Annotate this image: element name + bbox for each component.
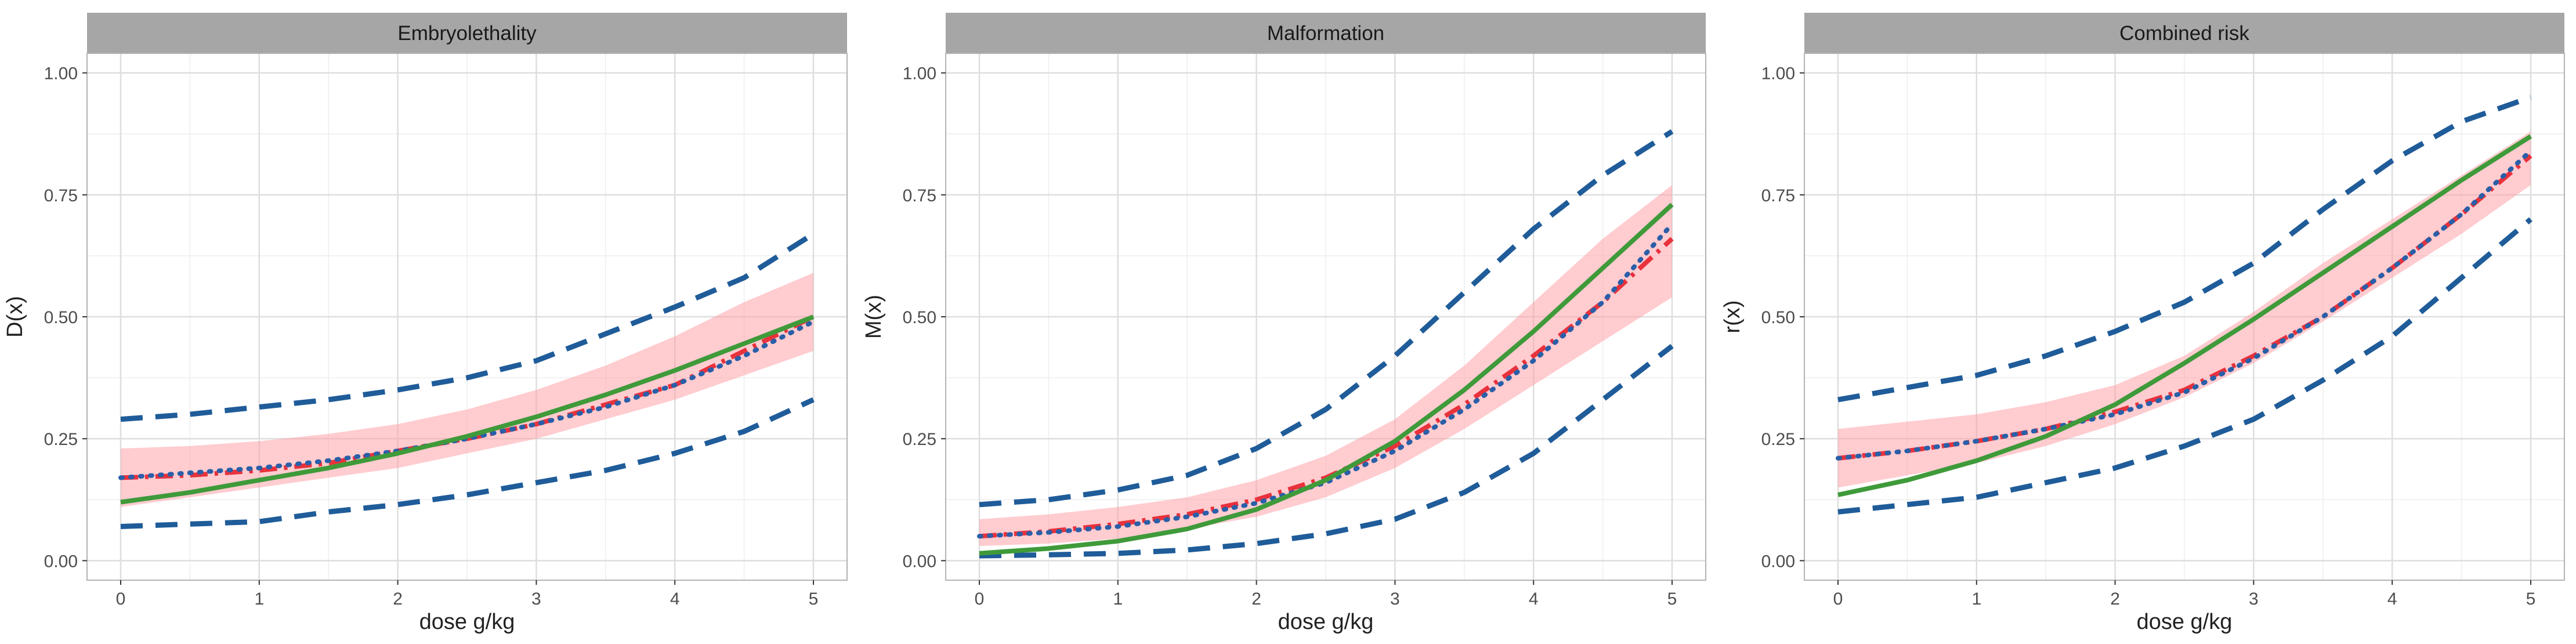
confidence-ribbon xyxy=(121,273,813,507)
x-tick-label: 2 xyxy=(393,589,403,609)
x-tick-label: 1 xyxy=(1113,589,1123,609)
upper-band-dashed xyxy=(1837,95,2532,403)
x-axis-title: dose g/kg xyxy=(2137,610,2233,634)
confidence-ribbon xyxy=(979,185,1672,547)
x-axis-title: dose g/kg xyxy=(1278,610,1374,634)
facet-title: Combined risk xyxy=(2119,22,2249,45)
blue-dotted-line xyxy=(977,222,1674,539)
y-tick-label: 0.25 xyxy=(1761,430,1795,449)
y-tick-label: 0.25 xyxy=(44,430,78,449)
panel-0: Embryolethality 0.00 0.25 0.50 0.75 1.00 0 1 2 3 4… xyxy=(3,13,848,634)
upper-band-dashed xyxy=(979,129,1674,508)
panel-1: Malformation 0.00 0.25 0.50 0.75 1.00 0 1 2 3 4 5 do… xyxy=(862,13,1706,634)
x-tick-label: 5 xyxy=(1667,589,1677,609)
y-tick-label: 0.00 xyxy=(903,552,936,571)
y-tick-label: 1.00 xyxy=(903,64,936,84)
y-tick-label: 1.00 xyxy=(1761,64,1795,84)
upper-band-dashed xyxy=(120,231,815,422)
y-tick-label: 0.50 xyxy=(1761,308,1795,327)
facet-strip xyxy=(946,13,1706,53)
x-tick-label: 4 xyxy=(1529,589,1539,609)
blue-dotted-line xyxy=(118,319,816,480)
y-axis-title: r(x) xyxy=(1720,301,1745,334)
green-solid-line xyxy=(979,202,1674,556)
x-tick-label: 3 xyxy=(1390,589,1400,609)
x-tick-label: 1 xyxy=(254,589,264,609)
x-tick-label: 0 xyxy=(1833,589,1843,609)
green-solid-line xyxy=(120,314,815,505)
facet-title: Malformation xyxy=(1267,22,1384,45)
y-axis-title: D(x) xyxy=(3,296,27,338)
x-tick-label: 5 xyxy=(2526,589,2536,609)
lower-band-dashed xyxy=(979,343,1674,559)
facet-strip xyxy=(87,13,847,53)
lower-band-dashed xyxy=(120,397,815,529)
blue-dotted-line xyxy=(1836,149,2533,461)
x-tick-label: 0 xyxy=(116,589,126,609)
y-tick-label: 0.00 xyxy=(1761,552,1795,571)
y-tick-label: 0.75 xyxy=(44,186,78,205)
y-axis-title: M(x) xyxy=(862,295,886,339)
y-tick-label: 0.50 xyxy=(903,308,936,327)
x-tick-label: 0 xyxy=(975,589,985,609)
x-tick-label: 2 xyxy=(1251,589,1261,609)
y-tick-label: 0.25 xyxy=(903,430,936,449)
x-tick-label: 3 xyxy=(531,589,541,609)
x-tick-label: 4 xyxy=(670,589,680,609)
facet-title: Embryolethality xyxy=(397,22,537,45)
y-tick-label: 0.00 xyxy=(44,552,78,571)
y-tick-label: 0.50 xyxy=(44,308,78,327)
x-tick-label: 1 xyxy=(1971,589,1981,609)
x-tick-label: 4 xyxy=(2387,589,2397,609)
green-solid-line xyxy=(1837,134,2532,497)
x-tick-label: 3 xyxy=(2249,589,2259,609)
panel-2: Combined risk 0.00 0.25 0.50 0.75 1.00 0 1 2 3 4 5 d… xyxy=(1720,13,2565,634)
lower-band-dashed xyxy=(1837,217,2532,515)
y-tick-label: 0.75 xyxy=(903,186,936,205)
x-axis-title: dose g/kg xyxy=(419,610,515,634)
x-tick-label: 5 xyxy=(809,589,819,609)
x-tick-label: 2 xyxy=(2110,589,2120,609)
facet-strip xyxy=(1804,13,2564,53)
y-tick-label: 1.00 xyxy=(44,64,78,84)
y-tick-label: 0.75 xyxy=(1761,186,1795,205)
